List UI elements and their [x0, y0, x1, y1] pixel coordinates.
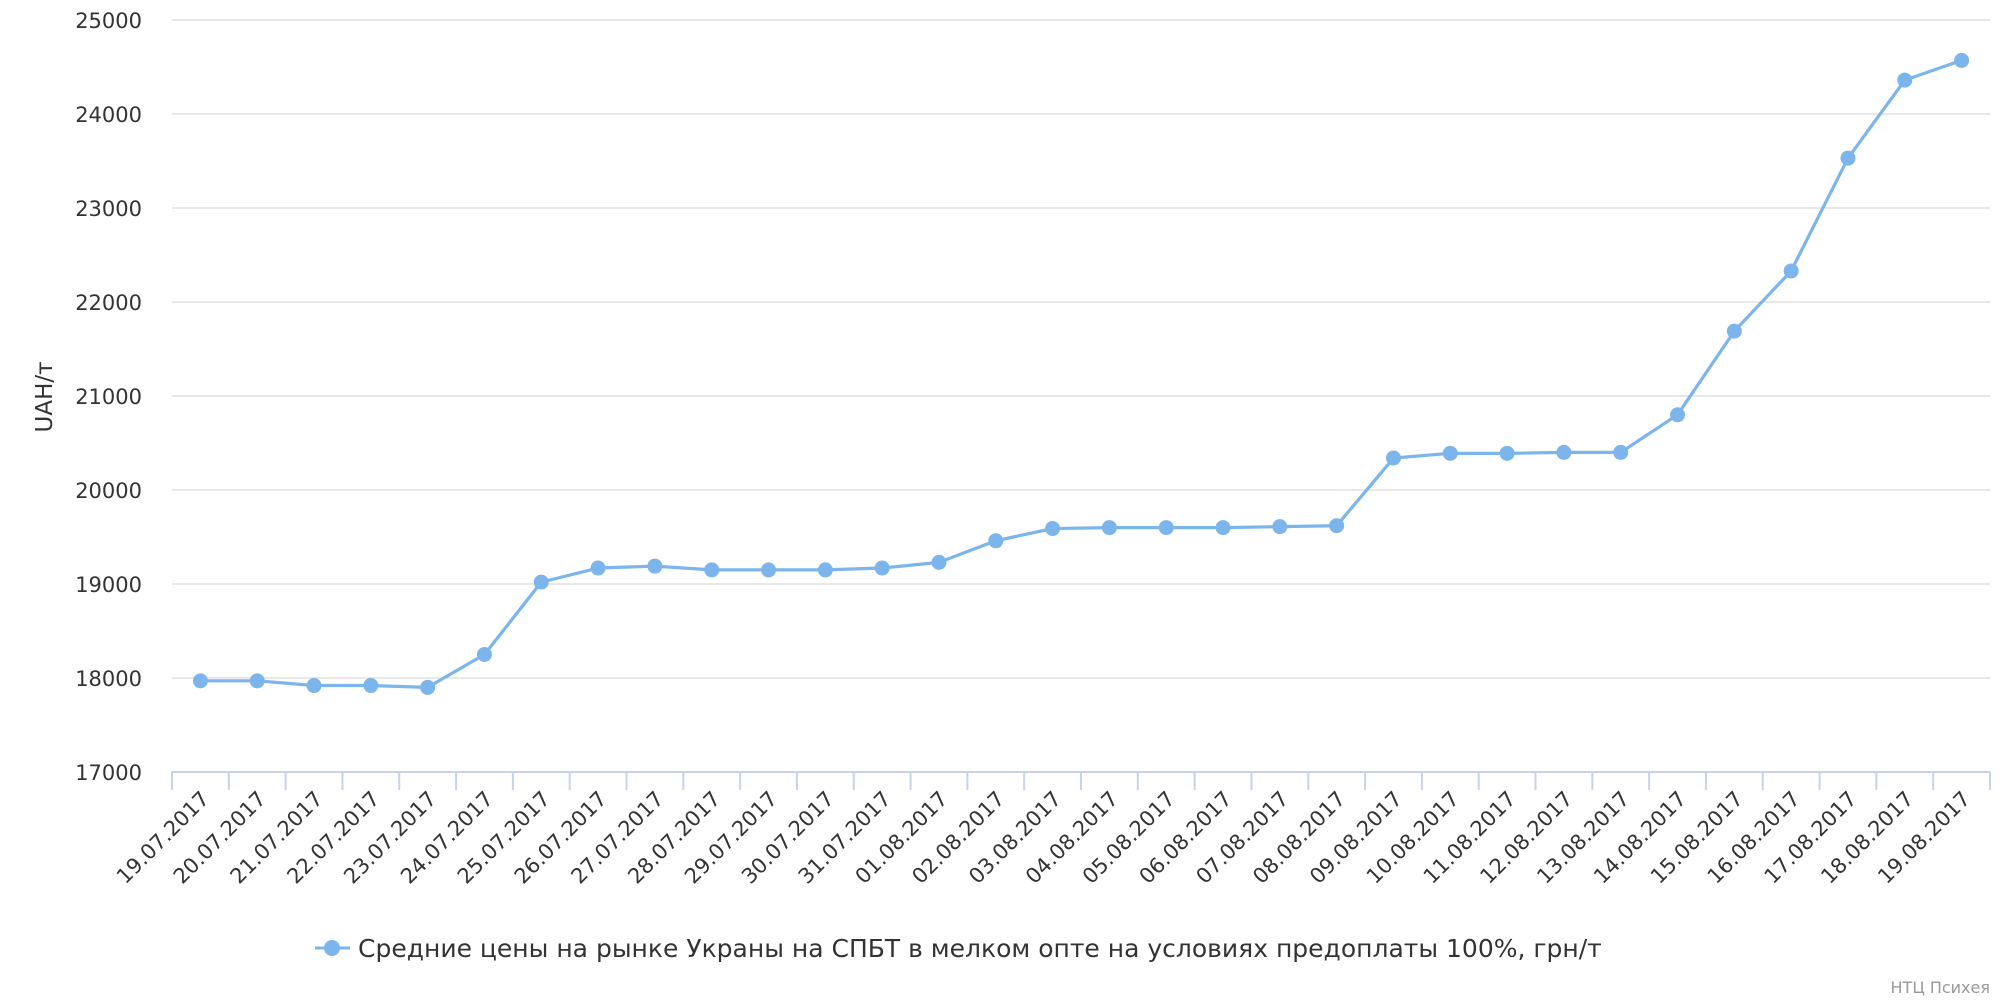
y-tick-label: 20000: [75, 479, 142, 503]
data-point[interactable]: [1158, 520, 1174, 536]
data-point[interactable]: [1329, 518, 1345, 534]
data-point[interactable]: [249, 673, 265, 689]
data-point[interactable]: [1385, 450, 1401, 466]
data-point[interactable]: [988, 533, 1004, 549]
data-point[interactable]: [1670, 407, 1686, 423]
y-tick-label: 19000: [75, 573, 142, 597]
y-tick-label: 24000: [75, 103, 142, 127]
data-point[interactable]: [1442, 445, 1458, 461]
data-point[interactable]: [1783, 263, 1799, 279]
y-tick-label: 21000: [75, 385, 142, 409]
data-point[interactable]: [420, 679, 436, 695]
legend[interactable]: Средние цены на рынке Украны на СПБТ в м…: [315, 934, 1602, 963]
data-point[interactable]: [1840, 150, 1856, 166]
gridlines: [172, 19, 1990, 679]
data-point[interactable]: [363, 678, 379, 694]
series-line-path: [200, 58, 1963, 690]
data-point[interactable]: [1897, 72, 1913, 88]
data-point[interactable]: [1101, 520, 1117, 536]
data-point[interactable]: [1045, 521, 1061, 537]
data-point[interactable]: [590, 560, 606, 576]
x-axis: 19.07.201720.07.201721.07.201722.07.2017…: [112, 771, 1991, 889]
series-line: [192, 52, 1970, 695]
data-point[interactable]: [476, 647, 492, 662]
y-tick-label: 25000: [75, 9, 142, 33]
y-axis-title: UAH/т: [32, 361, 58, 432]
data-point[interactable]: [647, 558, 663, 574]
data-point[interactable]: [533, 574, 549, 590]
data-point[interactable]: [704, 562, 720, 578]
y-tick-label: 18000: [75, 667, 142, 691]
data-point[interactable]: [1215, 520, 1231, 536]
y-axis: 17000 18000 19000 20000 21000 22000 23000 24000…: [75, 9, 142, 785]
data-point[interactable]: [874, 560, 890, 576]
data-point[interactable]: [931, 554, 947, 570]
legend-marker-icon: [324, 940, 340, 956]
data-point[interactable]: [306, 678, 322, 694]
data-point[interactable]: [1272, 519, 1288, 535]
y-tick-label: 22000: [75, 291, 142, 315]
y-tick-label: 17000: [75, 761, 142, 785]
data-point[interactable]: [1499, 445, 1515, 461]
data-point[interactable]: [1954, 52, 1970, 68]
data-point[interactable]: [1556, 444, 1572, 460]
y-tick-label: 23000: [75, 197, 142, 221]
data-point[interactable]: [1613, 444, 1629, 460]
credit-label[interactable]: НТЦ Психея: [1891, 978, 1990, 997]
legend-label: Средние цены на рынке Украны на СПБТ в м…: [358, 934, 1602, 963]
data-point[interactable]: [817, 562, 833, 578]
data-point[interactable]: [192, 673, 208, 689]
data-point[interactable]: [761, 562, 777, 578]
data-point[interactable]: [1726, 323, 1742, 339]
